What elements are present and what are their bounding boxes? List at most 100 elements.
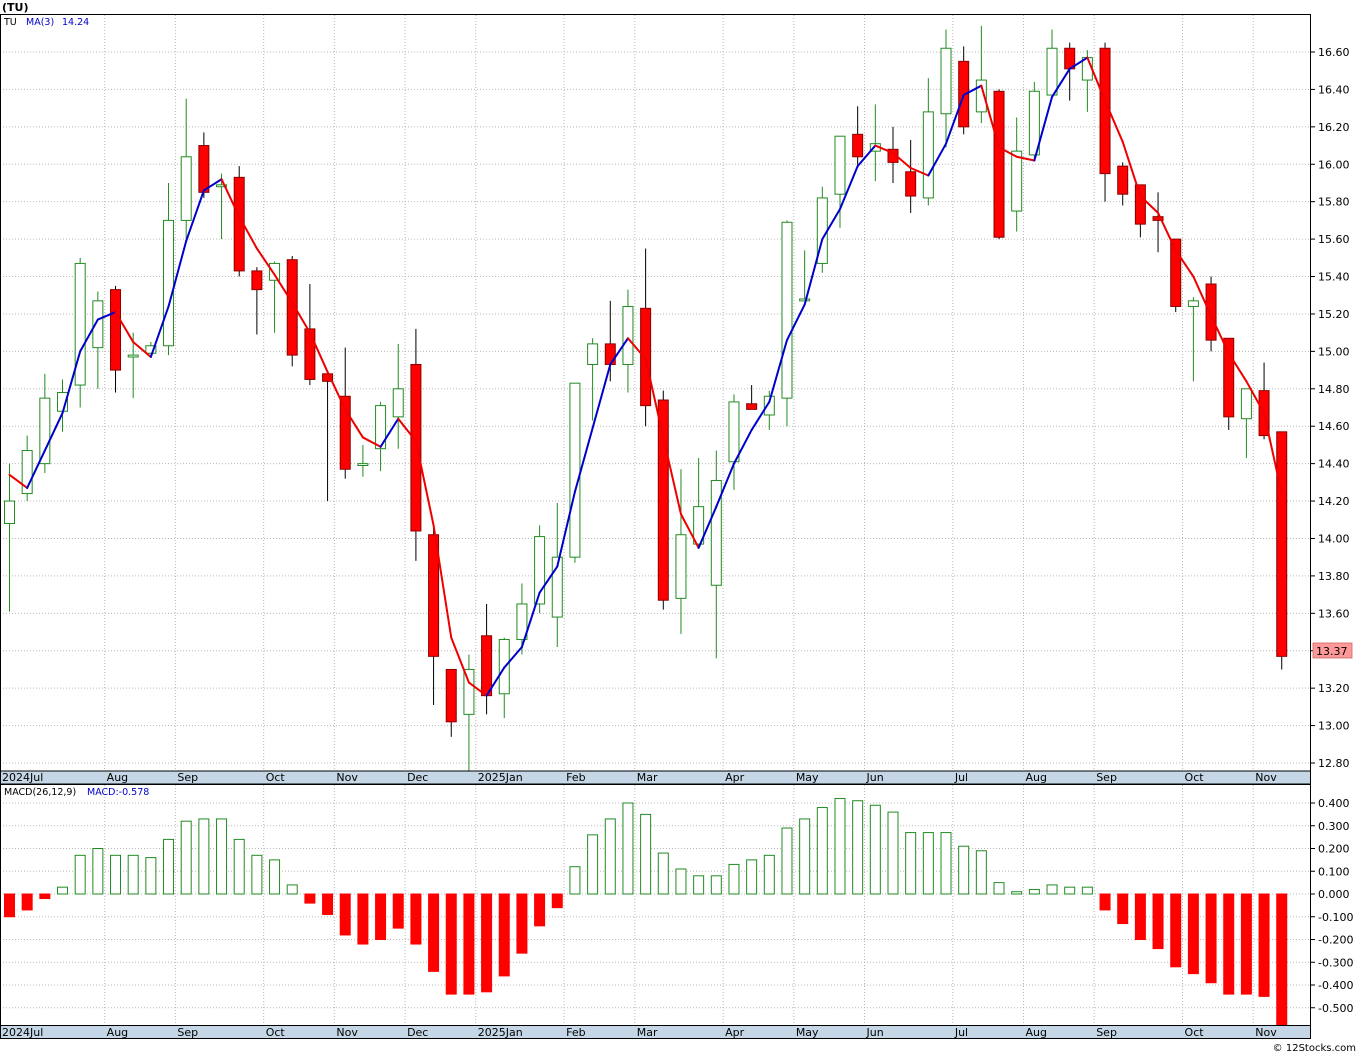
ma3-segment <box>838 165 859 211</box>
candle <box>4 463 15 612</box>
ma3-segment <box>856 144 877 168</box>
price-y-tick-label: 15.80 <box>1318 196 1350 209</box>
candle <box>958 46 970 135</box>
candle <box>869 104 881 182</box>
candle <box>551 502 563 647</box>
candle <box>1028 81 1040 159</box>
candle-body <box>410 363 422 532</box>
candle <box>993 89 1005 240</box>
ma3-segment <box>803 238 824 306</box>
macd-x-tick-label: Sep <box>177 1026 198 1039</box>
candle <box>127 332 139 399</box>
ma3-segment <box>467 681 488 697</box>
macd-panel: -0.500 -0.400 -0.300 -0.200 -0.100 0.000 0.100… <box>0 784 1353 1027</box>
candle-body <box>357 463 369 467</box>
macd-bar <box>498 893 510 977</box>
candle <box>163 182 175 356</box>
candle <box>269 261 281 333</box>
macd-bar <box>1276 893 1288 1027</box>
ma3-segment <box>980 84 1001 149</box>
candle <box>905 139 917 213</box>
macd-bar <box>728 863 740 895</box>
macd-x-tick-label: 2025Jan <box>478 1026 523 1039</box>
candle <box>975 25 987 124</box>
price-legend: TU MA(3) 14.24 <box>3 17 89 28</box>
macd-bar <box>463 893 475 995</box>
candle <box>57 379 69 432</box>
macd-bar <box>392 893 404 929</box>
candle <box>1064 42 1076 101</box>
candle <box>534 525 546 614</box>
price-y-tick-label: 15.00 <box>1318 345 1350 358</box>
price-x-tick-label: Dec <box>407 771 428 784</box>
candle-body <box>675 534 687 599</box>
candle <box>180 98 192 240</box>
price-panel: 12.8013.0013.2013.4013.6013.8014.0014.20… <box>0 14 1353 772</box>
ma3-segment <box>1015 155 1036 162</box>
macd-bar <box>975 850 987 895</box>
ma3-segment <box>308 331 329 373</box>
candle-body <box>39 397 51 465</box>
candle-body <box>1011 150 1023 212</box>
ma3-segment <box>61 350 82 415</box>
candle <box>21 435 33 502</box>
legend-symbol: TU <box>3 17 17 28</box>
price-y-tick-label: 14.60 <box>1318 420 1350 433</box>
macd-y-tick-label: 0.100 <box>1318 865 1350 878</box>
ma3-segment <box>785 303 806 342</box>
candle <box>1134 184 1146 238</box>
candle-body <box>604 343 616 365</box>
candle-body <box>1152 216 1164 221</box>
candle-body <box>74 262 86 386</box>
macd-bar <box>587 834 599 895</box>
macd-bar <box>551 893 563 909</box>
ma3-segment <box>1245 380 1266 415</box>
macd-date-axis-bar <box>0 1025 1311 1039</box>
macd-bar <box>375 893 387 940</box>
macd-bar <box>1099 893 1111 911</box>
candle <box>145 342 157 356</box>
candle <box>481 603 493 715</box>
candle <box>922 78 934 206</box>
candle-body <box>728 401 740 463</box>
macd-bar <box>1011 891 1023 895</box>
macd-bar <box>57 886 69 895</box>
candle <box>781 220 793 427</box>
candle-body <box>975 79 987 113</box>
last-price-box <box>1312 642 1353 659</box>
candle <box>286 255 298 367</box>
ma3-segment <box>1192 275 1213 317</box>
ma3-segment <box>591 363 612 430</box>
macd-bar <box>180 820 192 895</box>
macd-bar <box>799 818 811 895</box>
candle-body <box>269 262 281 281</box>
price-y-tick-label: 15.20 <box>1318 308 1350 321</box>
candle <box>216 173 228 240</box>
candle <box>693 458 705 548</box>
macd-grid <box>0 785 1310 1025</box>
candle <box>1276 431 1288 670</box>
macd-x-tick-label: 2024Jul <box>2 1026 43 1039</box>
ma3-segment <box>450 636 470 684</box>
candle-body <box>569 382 581 558</box>
price-y-tick-label: 14.00 <box>1318 532 1350 545</box>
candle-body <box>428 534 440 657</box>
price-x-tick-label: Sep <box>177 771 198 784</box>
candle-body <box>852 133 864 158</box>
macd-bar <box>322 893 334 915</box>
candle <box>1240 388 1252 459</box>
ma3-segment <box>96 311 117 321</box>
macd-legend: MACD(26,12,9) MACD:-0.578 <box>4 787 149 798</box>
candle <box>1117 162 1129 206</box>
macd-bar <box>1258 893 1270 997</box>
candle <box>940 29 952 148</box>
macd-y-tick-label: -0.500 <box>1318 1002 1353 1015</box>
macd-bar <box>21 893 33 911</box>
ma3-segment <box>1068 56 1089 70</box>
macd-x-tick-label: Apr <box>725 1026 745 1039</box>
ma3-segment <box>26 449 46 489</box>
candle <box>110 285 122 393</box>
ma3-segment <box>291 301 311 334</box>
candle-body <box>375 405 387 450</box>
macd-x-tick-label: Oct <box>1185 1026 1205 1039</box>
